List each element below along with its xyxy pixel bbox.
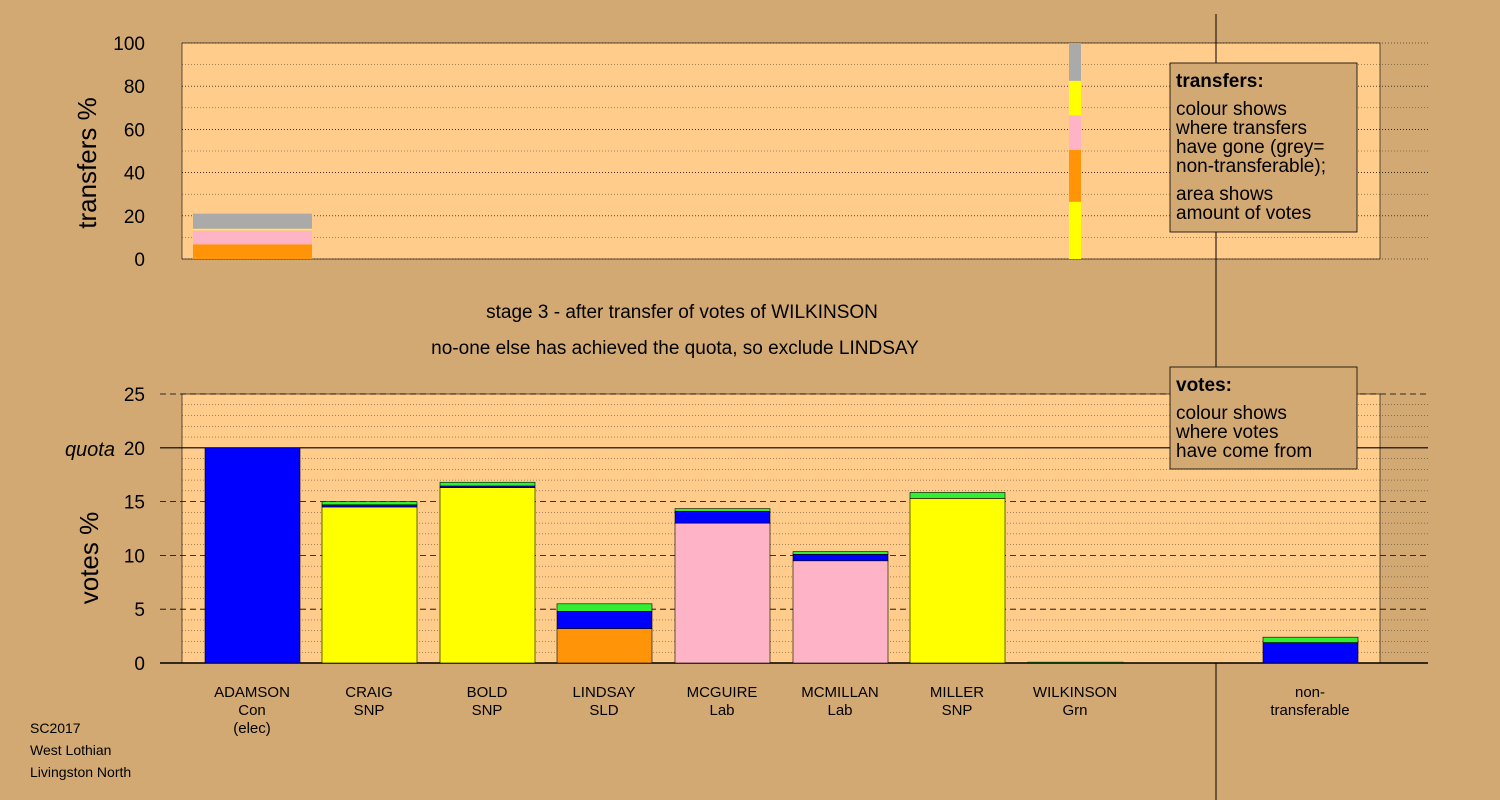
transfers-legend-box <box>1169 62 1358 233</box>
votes-legend-line: have come from <box>1176 441 1312 462</box>
transfers-legend: transfers: colour shows where transfers … <box>1169 62 1358 233</box>
vote-segment <box>909 498 1006 664</box>
vote-segment <box>556 611 653 629</box>
transfer-segment <box>193 257 312 259</box>
candidate-labels: ADAMSON Con (elec) CRAIG SNP BOLD SNP LI… <box>214 684 1350 737</box>
transfer-segment <box>1069 201 1081 259</box>
vote-segment <box>909 492 1006 499</box>
transfers-axis-title: transfers % <box>72 97 102 229</box>
candidate-party: Con <box>238 702 266 719</box>
candidate-party: Grn <box>1062 702 1087 719</box>
y-tick-label: 0 <box>134 250 145 271</box>
vote-segment <box>674 508 771 512</box>
votes-legend: votes: colour shows where votes have com… <box>1169 366 1358 470</box>
y-tick-label: 25 <box>124 385 145 406</box>
vote-segment <box>674 510 771 524</box>
transfers-legend-line: have gone (grey= <box>1176 137 1324 158</box>
votes-legend-line: where votes <box>1175 422 1278 443</box>
transfers-y-ticks: 0 20 40 60 80 100 <box>113 34 145 271</box>
transfer-segment <box>193 213 312 229</box>
vote-segment <box>204 447 301 664</box>
candidate-name: MILLER <box>930 684 984 701</box>
votes-bars <box>204 447 1359 664</box>
vote-segment <box>674 522 771 664</box>
votes-y-ticks: 0 5 10 15 20 25 <box>124 385 145 675</box>
footer-line: West Lothian <box>30 742 111 758</box>
vote-segment <box>321 501 418 506</box>
transfer-segment <box>1069 115 1081 150</box>
transfer-segment <box>193 244 312 258</box>
stage-caption: stage 3 - after transfer of votes of WIL… <box>486 302 878 323</box>
transfer-segment <box>1069 149 1081 202</box>
transfer-segment <box>193 230 312 245</box>
transfer-segment <box>1069 43 1081 81</box>
y-tick-label: 10 <box>124 546 145 567</box>
vote-segment <box>1027 661 1124 664</box>
candidate-name: LINDSAY <box>572 684 635 701</box>
transfers-bars <box>193 43 1081 259</box>
vote-segment <box>792 551 889 555</box>
y-tick-label: 40 <box>124 164 145 185</box>
votes-legend-title: votes: <box>1176 375 1232 396</box>
transfers-legend-line: non-transferable); <box>1176 156 1326 177</box>
candidate-name: ADAMSON <box>214 684 290 701</box>
candidate-name: CRAIG <box>345 684 393 701</box>
vote-segment <box>792 554 889 562</box>
transfer-segment <box>1069 80 1081 116</box>
y-tick-label: 5 <box>134 600 145 621</box>
nontransferable-label: non- <box>1295 684 1325 701</box>
footer-line: SC2017 <box>30 720 81 736</box>
vote-segment <box>1262 636 1359 643</box>
transfers-legend-title: transfers: <box>1176 71 1264 92</box>
y-tick-label: 0 <box>134 654 145 675</box>
quota-label: quota <box>65 439 115 461</box>
vote-segment <box>556 628 653 664</box>
y-tick-label: 15 <box>124 493 145 514</box>
candidate-name: MCGUIRE <box>687 684 758 701</box>
y-tick-label: 80 <box>124 77 145 98</box>
candidate-party: SNP <box>354 702 385 719</box>
vote-segment <box>439 487 536 664</box>
candidate-note: (elec) <box>233 720 271 737</box>
candidate-party: Lab <box>709 702 734 719</box>
transfers-legend-line: amount of votes <box>1176 203 1311 224</box>
footer-line: Livingston North <box>30 764 131 780</box>
transfers-legend-line: area shows <box>1176 184 1273 205</box>
y-tick-label: 100 <box>113 34 145 55</box>
nontransferable-label: transferable <box>1270 702 1349 719</box>
vote-segment <box>321 506 418 664</box>
transfers-legend-line: colour shows <box>1176 99 1287 120</box>
transfers-legend-line: where transfers <box>1175 118 1307 139</box>
candidate-name: MCMILLAN <box>801 684 879 701</box>
y-tick-label: 20 <box>124 439 145 460</box>
candidate-name: WILKINSON <box>1033 684 1117 701</box>
vote-segment <box>1262 642 1359 664</box>
candidate-name: BOLD <box>467 684 508 701</box>
y-tick-label: 60 <box>124 120 145 141</box>
votes-legend-line: colour shows <box>1176 403 1287 424</box>
y-tick-label: 20 <box>124 207 145 228</box>
vote-segment <box>321 504 418 508</box>
candidate-party: SNP <box>942 702 973 719</box>
vote-segment <box>792 560 889 664</box>
votes-legend-box <box>1169 366 1358 470</box>
votes-axis-title: votes % <box>74 512 104 605</box>
vote-segment <box>439 481 536 487</box>
transfer-segment <box>193 228 312 231</box>
vote-segment <box>556 603 653 612</box>
candidate-party: SLD <box>589 702 618 719</box>
candidate-party: SNP <box>472 702 503 719</box>
action-caption: no-one else has achieved the quota, so e… <box>431 338 919 359</box>
candidate-party: Lab <box>827 702 852 719</box>
